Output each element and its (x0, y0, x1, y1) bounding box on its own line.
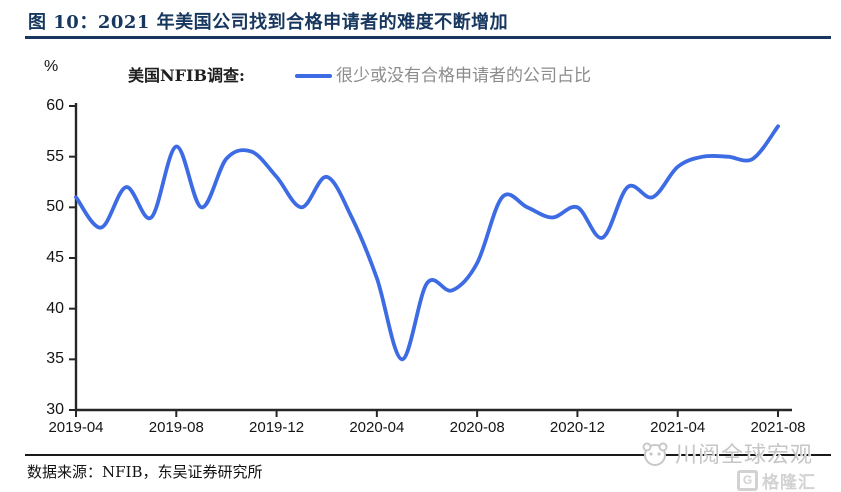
x-tick-label: 2019-12 (249, 419, 305, 436)
source-note: 数据来源：NFIB，东吴证券研究所 (27, 463, 263, 481)
y-tick-label: 45 (46, 249, 64, 266)
logo-text: 格隆汇 (762, 473, 816, 492)
x-tick-label: 2020-08 (449, 419, 505, 436)
y-tick-label: 60 (46, 97, 64, 114)
legend-series-label: 很少或没有合格申请者的公司占比 (336, 66, 591, 86)
y-tick-label: 40 (46, 299, 64, 317)
figure-title: 图 10：2021 年美国公司找到合格申请者的难度不断增加 (28, 12, 509, 33)
gelonghui-logo: G 格隆汇 (737, 468, 816, 492)
x-tick-label: 2021-08 (750, 419, 806, 436)
axes-lines (74, 103, 792, 412)
x-tick-label: 2019-08 (148, 419, 204, 436)
logo-g-icon: G (737, 470, 758, 491)
footer-divider (25, 454, 831, 456)
y-tick-label: 55 (46, 147, 64, 165)
title-underline (25, 36, 831, 39)
x-tick-label: 2021-04 (650, 419, 706, 436)
series-line (74, 124, 780, 362)
watermark: 川阅全球宏观 (640, 437, 813, 469)
legend-survey-label: 美国NFIB调查: (128, 66, 245, 85)
x-tick-label: 2020-04 (349, 419, 405, 436)
legend-line-swatch (295, 74, 332, 78)
x-tick-label: 2020-12 (549, 419, 605, 436)
y-tick-label: 50 (46, 198, 64, 216)
y-tick-label: 35 (46, 350, 64, 368)
y-axis-unit-label: % (44, 58, 59, 75)
watermark-mascot-icon (642, 442, 668, 466)
watermark-text: 川阅全球宏观 (675, 443, 814, 468)
x-tick-label: 2019-04 (48, 419, 104, 436)
y-tick-label: 30 (46, 401, 64, 418)
